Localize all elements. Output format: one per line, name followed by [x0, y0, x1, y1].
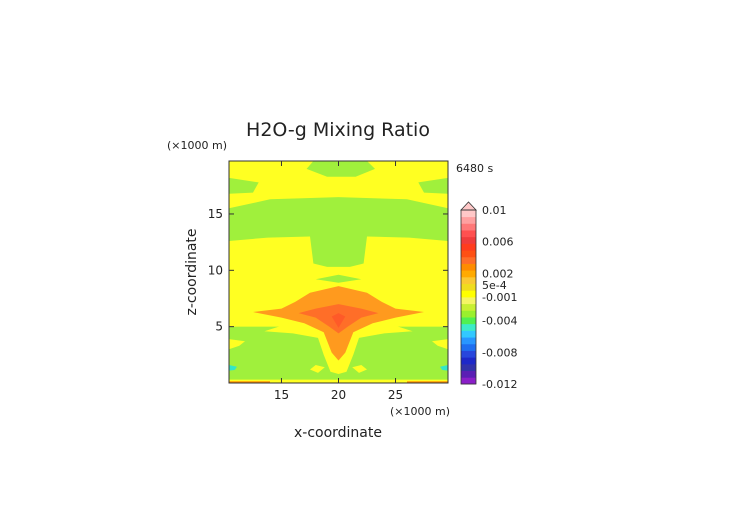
contour-field [229, 161, 448, 383]
colorbar-swatch [461, 276, 476, 285]
contour-region [440, 365, 448, 371]
chart-title: H2O-g Mixing Ratio [246, 119, 430, 141]
colorbar-swatch [461, 323, 476, 331]
contour-region [418, 177, 448, 194]
colorbar-frame [460, 209, 477, 385]
contour-region [306, 161, 375, 177]
colorbar-swatch [461, 250, 476, 258]
contour-region [229, 339, 245, 350]
colorbar-swatch [461, 297, 476, 305]
colorbar-swatch [461, 330, 476, 338]
y-tick-label: 15 [208, 207, 223, 221]
colorbar-swatch [461, 317, 476, 325]
colorbar-swatch [461, 236, 476, 244]
time-label: 6480 s [456, 162, 493, 175]
colorbar-swatch [461, 263, 476, 271]
colorbar-label: -0.004 [482, 315, 517, 328]
contour-region [229, 381, 271, 383]
contour-region [310, 365, 325, 373]
colorbar-swatch [461, 303, 476, 311]
colorbar-label: 5e-4 [482, 279, 507, 292]
contour-region [315, 274, 362, 283]
colorbar-swatch [461, 216, 476, 224]
colorbar-label: -0.001 [482, 291, 517, 304]
y-tick-label: 5 [215, 320, 223, 334]
contour-region [229, 365, 237, 371]
x-tick-label: 20 [331, 388, 346, 402]
colorbar-swatch [461, 230, 476, 238]
colorbar-swatch [461, 343, 476, 351]
colorbar-swatch [461, 357, 476, 365]
colorbar-label: -0.012 [482, 378, 517, 391]
contour-region [432, 339, 448, 350]
colorbar-swatch [461, 243, 476, 251]
y-unit-label: (×1000 m) [167, 139, 227, 152]
contour-region [229, 197, 448, 267]
colorbar-label: 0.006 [482, 236, 514, 249]
colorbar-swatch [461, 310, 476, 318]
colorbar-swatch [461, 283, 476, 291]
colorbar-swatch [461, 210, 476, 218]
x-unit-label: (×1000 m) [390, 405, 450, 418]
colorbar-swatch [461, 370, 476, 378]
colorbar-swatch [461, 256, 476, 264]
contour-region [331, 313, 346, 328]
colorbar-swatch [461, 223, 476, 231]
colorbar-swatch [461, 290, 476, 298]
colorbar-swatch [461, 350, 476, 358]
x-tick-label: 25 [388, 388, 403, 402]
axis-ticks: 15 20 25 5 10 15 [208, 161, 448, 402]
y-tick-label: 10 [208, 263, 223, 277]
contour-region [352, 365, 367, 373]
y-axis-label: z-coordinate [184, 228, 200, 315]
colorbar-extend-arrow [460, 201, 477, 211]
x-tick-label: 15 [274, 388, 289, 402]
colorbar-swatch [461, 337, 476, 345]
colorbar-swatch [461, 377, 476, 385]
x-axis-label: x-coordinate [294, 425, 382, 441]
contour-region [406, 381, 448, 383]
colorbar-label: 0.01 [482, 204, 507, 217]
contour-region [229, 177, 259, 194]
colorbar-swatch [461, 363, 476, 372]
colorbar-swatch [461, 270, 476, 278]
colorbar-label: 0.002 [482, 267, 514, 280]
colorbar-label: -0.008 [482, 346, 517, 359]
